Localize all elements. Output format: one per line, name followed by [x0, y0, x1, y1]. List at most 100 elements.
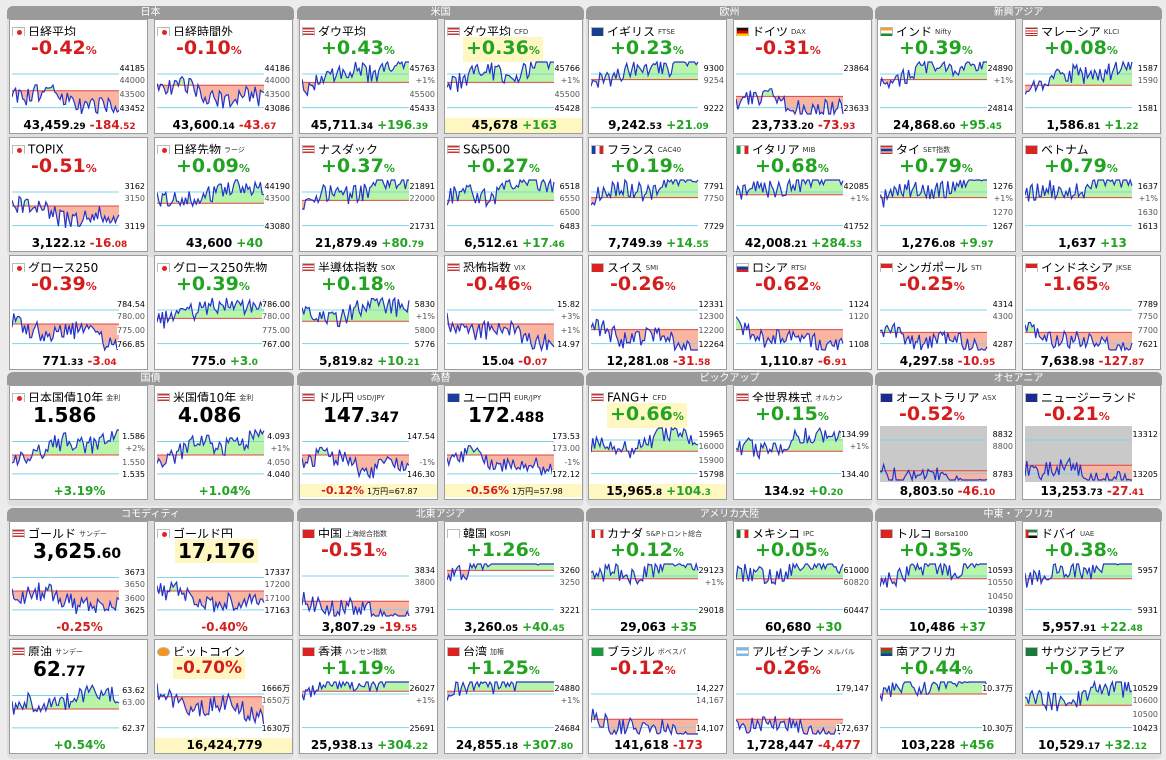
index-card[interactable]: シンガポール STI -0.25% 4314 4300 4287 4,297.58 -10.9…: [877, 255, 1016, 370]
index-card[interactable]: 半導体指数 SOX +0.18% 5830 +1% 5800 5776 5,819.82 +10…: [299, 255, 438, 370]
axis-label: 134.40: [841, 470, 869, 479]
index-card[interactable]: ダウ平均 +0.43% 45763 +1% 45500 45433 45,711.34 +19…: [299, 19, 438, 134]
index-subname: CFD: [514, 27, 529, 36]
axis-label: -1%: [419, 458, 435, 467]
index-card[interactable]: フランス CAC40 +0.19% 7791 7750 7729 7,749.39 +14.5…: [588, 137, 727, 252]
change-percent: -0.31%: [752, 37, 824, 62]
intraday-chart: [157, 577, 265, 613]
card-header: S&P500: [447, 139, 582, 154]
index-card[interactable]: ビットコイン -0.70% 1666万 1650万 1630万 16,424,779: [154, 639, 293, 754]
index-card[interactable]: ゴールド円 17,176 17337 17200 17100 17163 -0.40%: [154, 521, 293, 636]
net-change-decimal: .67: [260, 122, 277, 132]
index-card[interactable]: 米国債10年 金利 4.086 4.093 +1% 4.050 4.040 +1.04%: [154, 385, 293, 500]
axis-label: 1637: [1137, 182, 1158, 191]
price-line: 771.33 -3.04: [10, 354, 147, 369]
net-change-value: -31: [672, 354, 695, 368]
index-card[interactable]: カナダ S&Pトロント総合 +0.12% 29123 +1% 29018 29,063 +35: [588, 521, 727, 636]
index-card[interactable]: 韓国 KOSPI +1.26% 3260 3250 3221 3,260.05 +40.45: [444, 521, 583, 636]
net-change-decimal: .04: [100, 358, 117, 368]
percent-sign: %: [809, 280, 821, 293]
index-card[interactable]: イギリス FTSE +0.23% 9300 9254 9222 9,242.53 +21.09: [588, 19, 727, 134]
index-subname: 上海総合指数: [345, 529, 388, 538]
price-value: 16,424,779: [155, 738, 292, 753]
intraday-chart: [12, 429, 119, 475]
axis-label: 3625: [124, 606, 145, 615]
axis-label: 45428: [554, 104, 580, 113]
index-card[interactable]: ユーロ円 EUR/JPY 172.488 173.53 173.00 -1% 172.12-…: [444, 385, 583, 500]
card-header: 香港 ハンセン指数: [302, 641, 437, 656]
percent-sign: %: [383, 280, 395, 293]
change-percent: -0.12%: [321, 484, 365, 497]
index-card[interactable]: トルコ Borsa100 +0.35% 10593 10550 10450 10398 10,…: [877, 521, 1016, 636]
net-change: +35: [670, 620, 697, 634]
index-card[interactable]: タイ SET指数 +0.79% 1276 +1% 1270 1267 1,276.08 +9.9…: [877, 137, 1016, 252]
index-card[interactable]: 日経時間外 -0.10% 44186 44000 43500 43086 43,600.14…: [154, 19, 293, 134]
change-percent: -0.26%: [607, 273, 679, 298]
index-card[interactable]: インドネシア JKSE -1.65% 7789 7750 7700 7621 7,638.98…: [1022, 255, 1161, 370]
index-card[interactable]: オーストラリア ASX -0.52% 8832 8800 8783 8,803.50 -46.…: [877, 385, 1016, 500]
index-card[interactable]: FANG+ CFD +0.66% 15965 16000 15900 15798 15,965…: [588, 385, 727, 500]
index-card[interactable]: ドイツ DAX -0.31% 23864 23633 23,733.20 -73.93: [733, 19, 872, 134]
index-card[interactable]: 日経先物 ラージ +0.09% 44190 43500 43080 43,600 +40: [154, 137, 293, 252]
index-card[interactable]: アルゼンチン メルバル -0.26% 179,147 172,637 1,728,447-…: [733, 639, 872, 754]
index-card[interactable]: ドバイ UAE +0.38% 5957 5931 5,957.91 +22.48: [1022, 521, 1161, 636]
index-card[interactable]: ゴールド サンデー 3,625.60 3673 3650 3600 3625 -0.25%: [9, 521, 148, 636]
card-header: マレーシア KLCI: [1025, 21, 1160, 36]
index-card[interactable]: TOPIX -0.51% 3162 3150 3119 3,122.12 -16.08: [9, 137, 148, 252]
index-name: 日経先物: [173, 143, 222, 154]
index-card[interactable]: ナスダック +0.37% 21891 22000 21731 21,879.49 +80.7…: [299, 137, 438, 252]
change-value: -0.25: [899, 273, 954, 295]
change-value: +0.15: [755, 403, 818, 425]
change-value: +0.39: [176, 273, 239, 295]
index-card[interactable]: ニュージーランド -0.21% 13312 13205 13,253.73 -27.41: [1022, 385, 1161, 500]
index-card[interactable]: 香港 ハンセン指数 +1.19% 26027 +1% 25691 25,938.13 +304…: [299, 639, 438, 754]
index-card[interactable]: 日本国債10年 金利 1.586 1.586 +2% 1.550 1.535 +3.19%: [9, 385, 148, 500]
net-change: -6.91: [818, 354, 847, 368]
net-change: -4,477: [818, 738, 861, 752]
index-card[interactable]: 中国 上海総合指数 -0.51% 3834 3800 3791 3,807.29 -19.55: [299, 521, 438, 636]
net-change-decimal: .93: [839, 122, 856, 132]
net-change-decimal: .58: [694, 358, 711, 368]
index-name: ロシア: [752, 261, 789, 272]
index-card[interactable]: サウジアラビア +0.31% 10529 10600 10500 10423 10,529.…: [1022, 639, 1161, 754]
index-card[interactable]: スイス SMI -0.26% 12331 12300 12200 12264 12,281.0…: [588, 255, 727, 370]
index-card[interactable]: 日経平均 -0.42% 44185 44000 43500 43452 43,459.29-…: [9, 19, 148, 134]
index-card[interactable]: S&P500 +0.27% 6518 6550 6500 6483 6,512.61 +17.…: [444, 137, 583, 252]
index-card[interactable]: ベトナム +0.79% 1637 +1% 1630 1613 1,637 +13: [1022, 137, 1161, 252]
index-card[interactable]: ドル円 USD/JPY 147.347 147.54 -1% 146.30 -0.12% 1万…: [299, 385, 438, 500]
axis-label: 24814: [987, 104, 1013, 113]
jp-flag-icon: [12, 392, 25, 402]
index-card[interactable]: グロース250 -0.39% 784.54 780.00 775.00 766.85 771…: [9, 255, 148, 370]
index-card[interactable]: ブラジル ボベスパ -0.12% 14,227 14,167 14,107 141,618-…: [588, 639, 727, 754]
index-card[interactable]: インド Nifty +0.39% 24890 +1% 24814 24,868.60 +95.…: [877, 19, 1016, 134]
axis-label: 14.97: [557, 340, 580, 349]
index-name: 半導体指数: [318, 261, 379, 272]
index-card[interactable]: 恐怖指数 VIX -0.46% 15.82 +3% +1% 14.97 15.04 -0.07: [444, 255, 583, 370]
net-change-decimal: .22: [412, 742, 429, 752]
index-card[interactable]: ロシア RTSI -0.62% 1124 1120 1108 1,110.87 -6.91: [733, 255, 872, 370]
index-subname: ボベスパ: [657, 647, 686, 656]
index-card[interactable]: 原油 サンデー 62.77 63.62 63.00 62.37 +0.54%: [9, 639, 148, 754]
index-subname: メルバル: [826, 647, 855, 656]
card-header: スイス SMI: [591, 257, 726, 272]
index-card[interactable]: イタリア MIB +0.68% 42085 +1% 41752 42,008.21 +284.…: [733, 137, 872, 252]
net-change: +0.20: [809, 484, 843, 498]
axis-label: +1%: [560, 76, 580, 85]
intraday-chart: [591, 426, 699, 475]
region-title: 米国: [297, 6, 584, 19]
index-name: 日経平均: [28, 25, 77, 36]
index-subname: USD/JPY: [357, 393, 385, 402]
net-change: +14.55: [666, 236, 709, 250]
index-card[interactable]: 全世界株式 オルカン +0.15% 134.99 +1% 134.40 134.92 +0.2…: [733, 385, 872, 500]
index-card[interactable]: ダウ平均 CFD +0.36% 45766 +1% 45500 45428 45,678 +16…: [444, 19, 583, 134]
index-card[interactable]: マレーシア KLCI +0.08% 1587 1590 1581 1,586.81 +1.22: [1022, 19, 1161, 134]
index-card[interactable]: 台湾 加権 +1.25% 24880 +1% 24684 24,855.18 +307.80: [444, 639, 583, 754]
axis-label: 42085: [843, 182, 869, 191]
axis-label: 43452: [119, 104, 145, 113]
change-value: +1.25: [466, 657, 529, 679]
index-card[interactable]: メキシコ IPC +0.05% 61000 60820 60447 60,680 +30: [733, 521, 872, 636]
price-decimal: .87: [797, 358, 814, 368]
index-card[interactable]: 南アフリカ +0.44% 10.37万 10.30万 103,228 +456: [877, 639, 1016, 754]
index-card[interactable]: グロース250先物 +0.39% 786.00 780.00 775.00 767.00 7…: [154, 255, 293, 370]
axis-label: 780.00: [117, 312, 145, 321]
